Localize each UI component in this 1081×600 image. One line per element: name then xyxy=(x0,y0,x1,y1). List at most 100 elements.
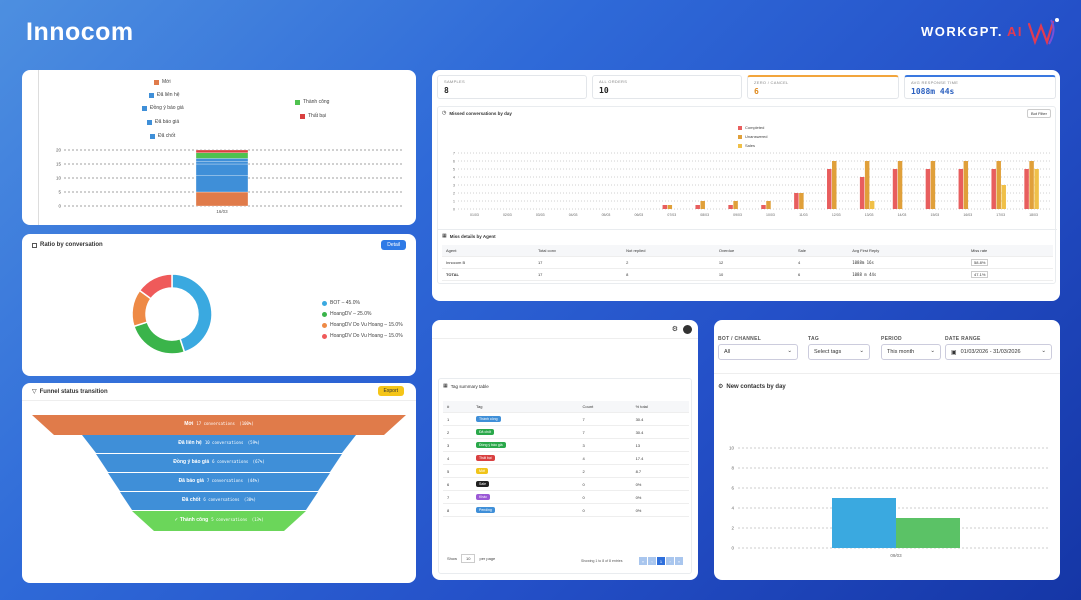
table-row: 5 Mới 2 8.7 xyxy=(443,464,689,478)
stacked-status-card: Mới Đã liên hệ Đồng ý báo giá Đã báo giá… xyxy=(22,70,416,225)
x-tick-label: 08/03 xyxy=(700,213,709,217)
date-range-picker[interactable]: ▣ 01/03/2026 - 31/03/2026 ⌄ xyxy=(945,344,1052,360)
stack-segment xyxy=(195,152,249,159)
bot-channel-select[interactable]: All ⌄ xyxy=(718,344,798,360)
missed-bar xyxy=(832,161,837,209)
table-header: Sale xyxy=(793,245,849,257)
missed-bar xyxy=(1001,185,1006,209)
missed-bar xyxy=(963,161,969,209)
contacts-bar xyxy=(896,518,960,548)
chevron-down-icon: ⌄ xyxy=(787,348,792,354)
x-tick-label: 07/03 xyxy=(667,213,676,217)
tag-chip: Đồng ý báo giá xyxy=(476,442,506,448)
missed-bar xyxy=(864,161,870,209)
calendar-icon: ▣ xyxy=(951,349,957,356)
ratio-legend-item: BOT – 45.0% xyxy=(322,300,360,306)
funnel-stage: ✓ Thành công 5 conversations (13%) xyxy=(174,517,264,523)
funnel-stage: Mới 17 conversations (100%) xyxy=(184,421,254,427)
missed-bar xyxy=(897,161,903,209)
y-tick-label: 6 xyxy=(453,159,455,163)
x-tick-label: 04/03 xyxy=(569,213,578,217)
missed-bar xyxy=(869,201,875,209)
period-select[interactable]: This month ⌄ xyxy=(881,344,941,360)
missed-bar xyxy=(1029,161,1034,209)
y-tick-label: 6 xyxy=(731,486,734,491)
table-header: # xyxy=(443,401,473,413)
x-tick-label: 09/03 xyxy=(890,553,902,558)
y-tick-label: 2 xyxy=(453,191,455,195)
page-size-select[interactable]: 10 xyxy=(461,554,476,563)
settings-icon[interactable]: ⚙ xyxy=(671,326,678,333)
legend-item: Thất bại xyxy=(300,113,326,119)
tag-table-header: ▦ Tag summary table xyxy=(443,383,489,389)
avatar-icon[interactable] xyxy=(683,325,692,334)
bot-filter-button[interactable]: Bot Filter xyxy=(1026,109,1051,118)
y-tick-label: 1 xyxy=(453,199,455,203)
x-tick-label: 12/03 xyxy=(832,213,841,217)
workgpt-mark-icon xyxy=(1027,18,1059,46)
missed-bar xyxy=(662,205,668,209)
tag-summary-card: ⚙ ▦ Tag summary table # Tag Count % tota… xyxy=(432,320,698,580)
contacts-card: BOT / CHANNEL All ⌄ TAG Select tags ⌄ PERI… xyxy=(714,320,1060,580)
miss-table-header: ▦ Miss details by Agent xyxy=(442,233,496,239)
missed-bar xyxy=(1034,169,1039,209)
tag-chip: Khác xyxy=(476,494,491,500)
filter-label: DATE RANGE xyxy=(945,336,981,342)
table-row: 4 Thất bại 4 17.4 xyxy=(443,451,689,465)
missed-bar xyxy=(827,169,832,209)
y-tick-label: 0 xyxy=(58,204,61,209)
table-header[interactable]: Count xyxy=(578,401,632,413)
pagination-first[interactable]: « xyxy=(639,557,647,565)
missed-bar xyxy=(859,177,865,209)
y-tick-label: 15 xyxy=(56,162,62,167)
pagination: « ‹ 1 › » xyxy=(639,557,683,565)
table-header: Tag xyxy=(472,401,579,413)
legend-item: Đã chốt xyxy=(150,133,175,139)
gear-icon: ⚙ xyxy=(718,384,724,390)
tag-card-toolbar: ⚙ xyxy=(672,325,692,334)
y-tick-label: 4 xyxy=(731,506,734,511)
x-tick-label: 05/03 xyxy=(602,213,611,217)
stat-cancel: ZERO / CANCEL 6 xyxy=(747,75,899,99)
tag-chip: Mới xyxy=(476,468,489,474)
table-row: TOTAL 17 8 10 6 1088 m 44s 47.1% xyxy=(442,268,1053,281)
table-row: 3 Đồng ý báo giá 3 13 xyxy=(443,438,689,452)
pagination-next[interactable]: › xyxy=(666,557,674,565)
missed-bar xyxy=(925,169,931,209)
funnel-title: Funnel status transition xyxy=(39,388,108,395)
pagination-last[interactable]: » xyxy=(675,557,683,565)
x-tick-label: 15/03 xyxy=(931,213,940,217)
tag-select[interactable]: Select tags ⌄ xyxy=(808,344,870,360)
stat-response-time: AVG RESPONSE TIME 1088m 44s xyxy=(904,75,1056,99)
funnel-card: ▽ Funnel status transition Export Mới 17 … xyxy=(22,383,416,583)
overview-card: SAMPLES 8 ALL ORDERS 10 ZERO / CANCEL 6 AVG… xyxy=(432,70,1060,301)
contacts-chart-header: ⚙ New contacts by day xyxy=(718,383,786,391)
table-header: Total conv xyxy=(533,245,623,257)
ratio-title: Ratio by conversation xyxy=(40,242,103,248)
y-tick-label: 0 xyxy=(731,546,734,551)
table-header: Overdue xyxy=(714,245,794,257)
miss-table-title: Miss details by Agent xyxy=(449,233,496,239)
missed-bar xyxy=(892,169,898,209)
missed-bar xyxy=(667,205,673,209)
funnel-export-button[interactable]: Export xyxy=(377,386,404,396)
missed-bar xyxy=(794,193,799,209)
contacts-bar-chart: 10 8 6 4 2 0 09/03 xyxy=(729,446,1050,558)
page-size-control: Show 10 per page xyxy=(447,554,496,563)
x-tick-label: 13/03 xyxy=(865,213,874,217)
pagination-page[interactable]: 1 xyxy=(657,557,665,565)
funnel-stage: Đã chốt 6 conversations (30%) xyxy=(182,497,256,503)
ratio-detail-button[interactable]: Detail xyxy=(381,240,406,250)
y-tick-label: 7 xyxy=(453,151,455,155)
donut-slice xyxy=(133,321,186,355)
missed-chart-header: ◷ Missed conversations by day xyxy=(442,110,512,116)
x-tick-label: 09/03 xyxy=(733,213,742,217)
legend-item: Mới xyxy=(154,79,171,85)
table-icon: ▦ xyxy=(442,233,447,239)
showing-info: Showing 1 to 8 of 8 entries xyxy=(581,559,623,563)
legend-item: Sales xyxy=(738,143,755,148)
stat-orders: ALL ORDERS 10 xyxy=(592,75,742,99)
workgpt-wordmark: WORKGPT. xyxy=(920,23,1003,39)
pagination-prev[interactable]: ‹ xyxy=(648,557,656,565)
missed-bar-chart: 7 6 5 4 3 2 1 0 01/03 02/03 03/03 04/03 05/03 06/03 07… xyxy=(453,151,1050,217)
